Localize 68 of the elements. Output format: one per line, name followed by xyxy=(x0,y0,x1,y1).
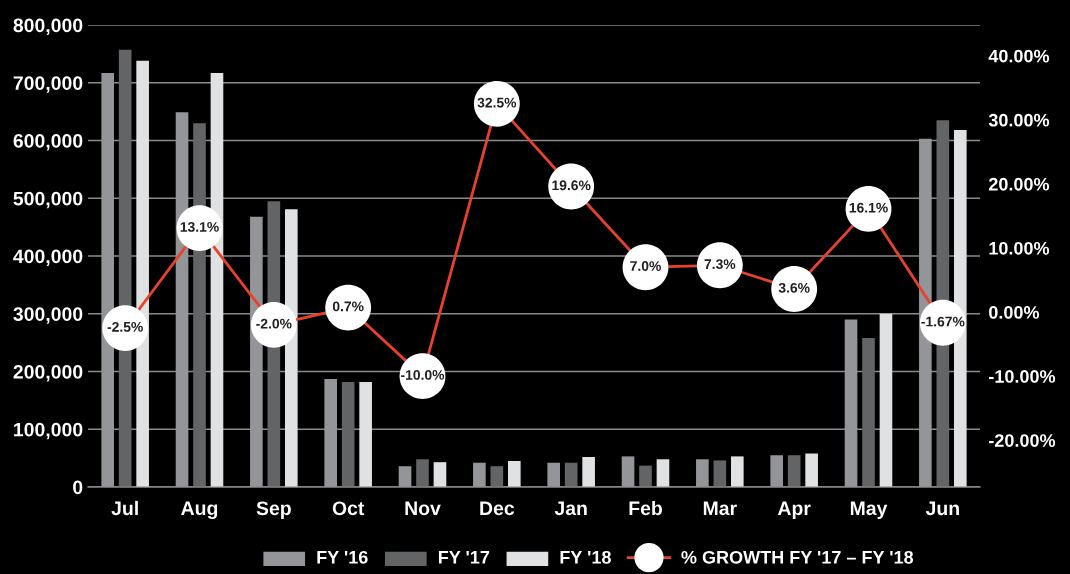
legend-label: FY '17 xyxy=(438,551,490,564)
bar xyxy=(696,459,709,487)
bar xyxy=(787,455,801,487)
x-tick-label: Feb xyxy=(629,500,662,516)
bar xyxy=(433,462,447,487)
bar xyxy=(639,465,652,487)
bar xyxy=(621,456,635,487)
data-label: -10.0% xyxy=(401,370,445,380)
y2-tick-label: -10.00% xyxy=(989,370,1056,383)
data-label: -2.0% xyxy=(256,318,292,329)
bar xyxy=(656,459,670,487)
y-tick-label: 0 xyxy=(73,480,83,495)
x-tick-label: Jan xyxy=(554,501,587,516)
legend-label: FY '16 xyxy=(317,550,368,564)
bar xyxy=(359,381,372,487)
bar xyxy=(547,462,561,487)
data-label: 3.6% xyxy=(778,282,810,293)
x-tick-label: Mar xyxy=(703,501,737,516)
bar xyxy=(805,453,818,487)
bar xyxy=(564,462,578,487)
y-tick-label: 700,000 xyxy=(13,76,83,93)
bar xyxy=(879,313,893,487)
data-label: 7.0% xyxy=(630,261,661,271)
bar xyxy=(730,456,744,487)
y2-tick-label: 10.00% xyxy=(989,241,1050,255)
x-tick-label: Dec xyxy=(480,501,515,516)
data-label: 0.7% xyxy=(332,301,364,312)
y-tick-label: 100,000 xyxy=(14,422,83,440)
bar xyxy=(862,338,875,487)
data-label: 32.5% xyxy=(477,97,517,108)
data-label: 13.1% xyxy=(180,222,219,232)
y-tick-label: 500,000 xyxy=(13,191,83,209)
x-tick-label: Oct xyxy=(332,501,365,516)
legend-label: FY '18 xyxy=(560,550,611,564)
bar xyxy=(416,459,429,487)
x-tick-label: Jun xyxy=(925,501,959,516)
bar xyxy=(398,466,412,487)
y2-tick-label: 40.00% xyxy=(988,49,1050,63)
bar xyxy=(507,461,521,487)
y2-tick-label: 0.00% xyxy=(989,306,1040,319)
y-tick-label: 300,000 xyxy=(13,307,83,324)
data-label: 7.3% xyxy=(704,259,736,270)
x-tick-label: Jul xyxy=(111,500,138,516)
data-label: -1.67% xyxy=(921,316,965,327)
x-tick-label: Aug xyxy=(181,501,218,520)
y-tick-label: 800,000 xyxy=(13,18,83,36)
y2-tick-label: 30.00% xyxy=(988,113,1050,127)
legend-label: % GROWTH FY '17 – FY '18 xyxy=(681,550,914,564)
bar xyxy=(473,462,486,487)
bar xyxy=(324,379,338,487)
bar xyxy=(844,319,858,487)
data-label: 16.1% xyxy=(849,202,888,213)
y2-tick-label: -20.00% xyxy=(989,434,1056,447)
data-label: -2.5% xyxy=(107,321,143,332)
bar xyxy=(490,466,504,487)
bar xyxy=(582,456,595,487)
data-label: 19.6% xyxy=(552,180,591,191)
y2-tick-label: 20.00% xyxy=(988,177,1050,191)
y-tick-label: 600,000 xyxy=(13,133,83,151)
x-tick-label: Sep xyxy=(256,501,291,520)
y-tick-label: 400,000 xyxy=(13,249,83,267)
x-tick-label: May xyxy=(850,501,888,520)
bar xyxy=(713,460,727,487)
bar xyxy=(341,381,355,487)
x-tick-label: Nov xyxy=(405,501,441,516)
y-tick-label: 200,000 xyxy=(13,364,83,382)
bar xyxy=(770,455,784,487)
x-tick-label: Apr xyxy=(777,501,811,520)
